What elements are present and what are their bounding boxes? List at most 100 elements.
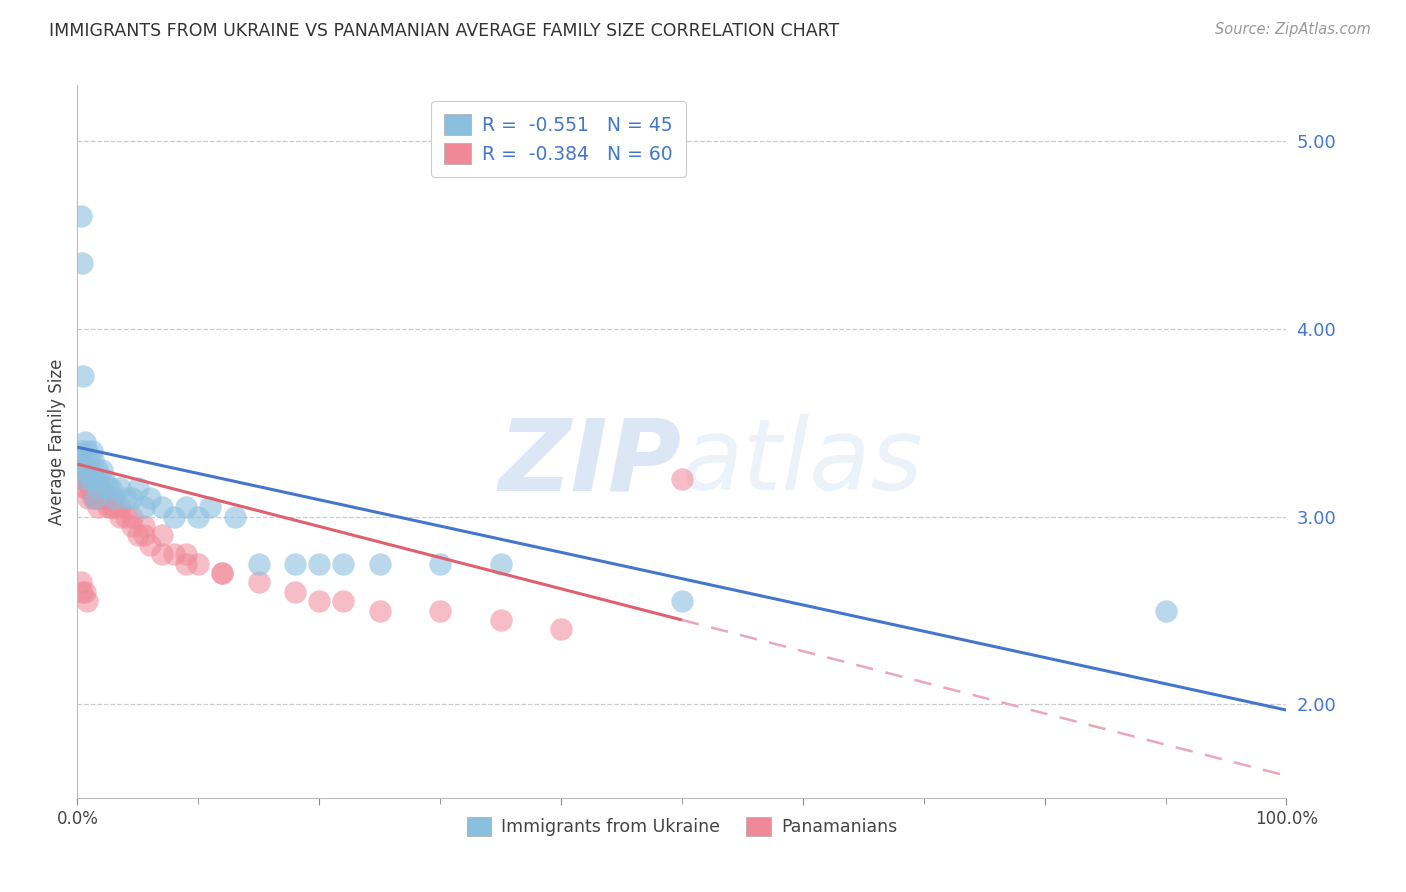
Text: IMMIGRANTS FROM UKRAINE VS PANAMANIAN AVERAGE FAMILY SIZE CORRELATION CHART: IMMIGRANTS FROM UKRAINE VS PANAMANIAN AV… <box>49 22 839 40</box>
Point <box>132 500 155 515</box>
Point <box>83 482 105 496</box>
Text: atlas: atlas <box>682 415 924 511</box>
Point <box>163 509 186 524</box>
Point <box>87 472 110 486</box>
Point <box>87 482 110 496</box>
Point <box>77 463 100 477</box>
Point <box>332 557 354 571</box>
Point <box>87 500 110 515</box>
Point <box>284 584 307 599</box>
Point <box>76 444 98 458</box>
Point <box>76 594 98 608</box>
Point <box>84 491 107 505</box>
Point <box>108 500 131 515</box>
Point <box>211 566 233 580</box>
Point <box>114 509 136 524</box>
Point <box>72 368 94 383</box>
Point <box>96 482 118 496</box>
Point <box>77 491 100 505</box>
Point <box>332 594 354 608</box>
Point <box>90 482 112 496</box>
Point <box>308 594 330 608</box>
Point <box>174 500 197 515</box>
Point <box>77 472 100 486</box>
Point <box>368 603 391 617</box>
Point <box>70 463 93 477</box>
Point <box>150 500 173 515</box>
Point <box>211 566 233 580</box>
Point <box>79 482 101 496</box>
Point <box>108 509 131 524</box>
Point <box>127 528 149 542</box>
Point <box>187 557 209 571</box>
Point <box>82 491 104 505</box>
Point <box>139 491 162 505</box>
Point <box>103 491 125 505</box>
Point <box>127 482 149 496</box>
Point <box>80 472 103 486</box>
Point <box>174 547 197 561</box>
Point <box>87 491 110 505</box>
Point <box>87 482 110 496</box>
Point <box>70 453 93 467</box>
Point <box>121 491 143 505</box>
Point <box>73 584 96 599</box>
Point <box>70 444 93 458</box>
Point <box>79 453 101 467</box>
Point <box>150 547 173 561</box>
Point <box>84 472 107 486</box>
Point <box>150 528 173 542</box>
Point <box>1154 603 1177 617</box>
Point <box>247 575 270 590</box>
Point <box>80 482 103 496</box>
Point <box>70 463 93 477</box>
Text: ZIP: ZIP <box>499 415 682 511</box>
Point <box>121 509 143 524</box>
Point <box>86 491 108 505</box>
Point <box>84 491 107 505</box>
Point <box>96 500 118 515</box>
Point <box>93 491 115 505</box>
Point <box>100 482 122 496</box>
Point <box>70 209 93 223</box>
Point <box>550 623 572 637</box>
Point <box>83 472 105 486</box>
Point <box>284 557 307 571</box>
Point <box>70 256 93 270</box>
Point <box>82 453 104 467</box>
Point <box>108 482 131 496</box>
Point <box>308 557 330 571</box>
Point <box>72 472 94 486</box>
Point <box>100 491 122 505</box>
Point <box>139 538 162 552</box>
Point <box>187 509 209 524</box>
Point <box>93 491 115 505</box>
Point <box>489 613 512 627</box>
Point <box>70 453 93 467</box>
Point <box>132 528 155 542</box>
Point <box>163 547 186 561</box>
Point <box>79 472 101 486</box>
Point <box>86 463 108 477</box>
Point <box>72 472 94 486</box>
Y-axis label: Average Family Size: Average Family Size <box>48 359 66 524</box>
Point <box>72 463 94 477</box>
Point <box>671 594 693 608</box>
Point <box>429 557 451 571</box>
Point <box>93 472 115 486</box>
Point <box>103 500 125 515</box>
Point <box>224 509 246 524</box>
Point <box>76 472 98 486</box>
Point <box>100 500 122 515</box>
Point <box>200 500 222 515</box>
Point <box>132 519 155 533</box>
Point <box>73 434 96 449</box>
Text: Source: ZipAtlas.com: Source: ZipAtlas.com <box>1215 22 1371 37</box>
Point <box>121 519 143 533</box>
Point <box>429 603 451 617</box>
Point <box>671 472 693 486</box>
Point <box>75 482 97 496</box>
Point <box>79 463 101 477</box>
Point <box>368 557 391 571</box>
Legend: Immigrants from Ukraine, Panamanians: Immigrants from Ukraine, Panamanians <box>460 810 904 843</box>
